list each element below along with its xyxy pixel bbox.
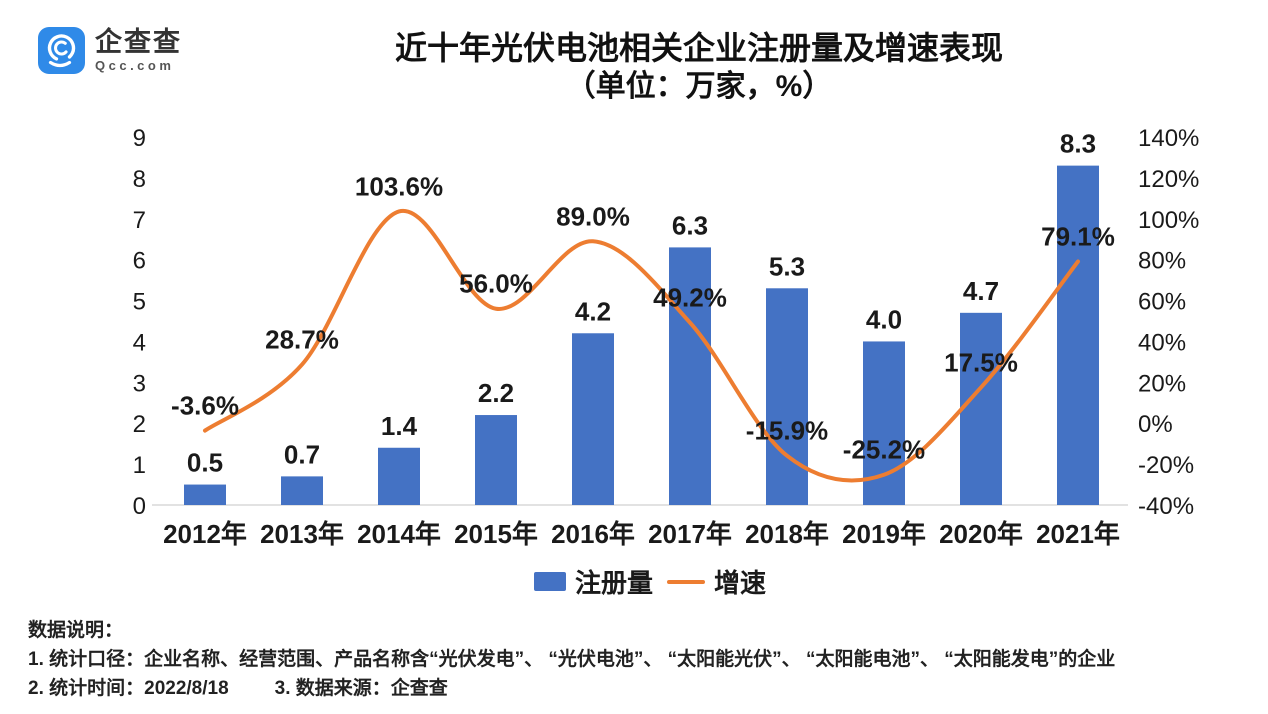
right-axis-tick: 40% <box>1138 329 1186 356</box>
growth-value-label: 49.2% <box>653 283 727 313</box>
bar-2013年 <box>281 476 323 505</box>
right-axis-tick: 140% <box>1138 125 1199 152</box>
growth-value-label: 89.0% <box>556 201 630 231</box>
growth-value-label: -15.9% <box>746 416 828 446</box>
bar-2020年 <box>960 312 1002 505</box>
bar-value-label: 2.2 <box>478 378 514 408</box>
data-notes: 数据说明： 1. 统计口径：企业名称、经营范围、产品名称含“光伏发电”、 “光伏… <box>28 616 1258 703</box>
notes-meta-line: 2. 统计时间：2022/8/18 3. 数据来源：企查查 <box>28 674 1258 703</box>
bar-2016年 <box>572 333 614 505</box>
legend-item-registrations: 注册量 <box>533 563 653 600</box>
bar-value-label: 6.3 <box>672 210 708 240</box>
qcc-logo-text: 企查查 Qcc.com <box>95 27 182 74</box>
chart-title-block: 近十年光伏电池相关企业注册量及增速表现 （单位：万家，%） <box>140 28 1258 106</box>
right-axis-tick: 80% <box>1138 248 1186 275</box>
growth-value-label: -3.6% <box>171 391 239 421</box>
bar-2021年 <box>1057 165 1099 505</box>
chart-title: 近十年光伏电池相关企业注册量及增速表现 <box>394 30 1003 66</box>
bar-value-label: 8.3 <box>1060 129 1096 159</box>
x-axis-label: 2016年 <box>551 519 635 549</box>
right-axis-tick: 100% <box>1138 207 1199 234</box>
bar-value-label: 0.7 <box>284 439 320 469</box>
legend-label-registrations: 注册量 <box>574 568 653 598</box>
growth-value-label: 17.5% <box>944 347 1018 377</box>
x-axis-label: 2013年 <box>260 519 344 549</box>
x-axis-label: 2020年 <box>939 519 1023 549</box>
x-axis-label: 2015年 <box>454 519 538 549</box>
left-axis-tick: 6 <box>133 248 146 275</box>
x-axis-label: 2017年 <box>648 519 732 549</box>
bar-value-label: 4.2 <box>575 296 611 326</box>
notes-scope-line: 1. 统计口径：企业名称、经营范围、产品名称含“光伏发电”、 “光伏电池”、 “… <box>28 649 1116 670</box>
x-axis-label: 2018年 <box>745 519 829 549</box>
combo-chart: 0 1 2 3 4 5 6 7 8 9 -40% -20% 0% 20% 40% 60% 80% 100% 120%… <box>133 125 1200 549</box>
bar-2017年 <box>669 247 711 505</box>
magnifier-c-icon <box>47 34 76 68</box>
growth-value-label: 103.6% <box>355 171 443 201</box>
qcc-logo: 企查查 Qcc.com <box>38 27 182 74</box>
legend-label-growth: 增速 <box>714 568 767 598</box>
x-axis-label: 2019年 <box>842 519 926 549</box>
left-axis-tick: 2 <box>133 411 146 438</box>
notes-heading: 数据说明： <box>28 620 124 641</box>
bar-value-label: 1.4 <box>381 411 418 441</box>
left-axis-tick: 4 <box>133 329 146 356</box>
bar-value-label: 4.7 <box>963 276 999 306</box>
left-axis-tick: 0 <box>133 493 146 520</box>
left-axis-tick: 1 <box>133 452 146 479</box>
line-series-swatch <box>667 579 705 584</box>
growth-value-label: 28.7% <box>265 325 339 355</box>
chart-subtitle-unit: （单位：万家，%） <box>565 70 833 103</box>
bar-value-label: 5.3 <box>769 251 805 281</box>
left-axis-tick: 3 <box>133 370 146 397</box>
x-axis-label: 2012年 <box>163 519 247 549</box>
left-axis-tick: 7 <box>133 207 146 234</box>
notes-data-source: 3. 数据来源：企查查 <box>274 678 448 699</box>
bar-series-swatch <box>533 572 566 591</box>
right-axis-tick: 60% <box>1138 289 1186 316</box>
x-axis-label: 2014年 <box>357 519 441 549</box>
growth-value-label: 79.1% <box>1041 222 1115 252</box>
bar-value-label: 0.5 <box>187 448 223 478</box>
right-axis-tick: -40% <box>1138 493 1194 520</box>
left-axis-tick: 8 <box>133 166 146 193</box>
notes-stat-date: 2. 统计时间：2022/8/18 <box>28 678 229 699</box>
left-axis-tick: 9 <box>133 125 146 152</box>
qcc-logo-icon <box>38 27 85 74</box>
right-axis-tick: 20% <box>1138 370 1186 397</box>
growth-value-label: -25.2% <box>843 435 925 465</box>
bar-2014年 <box>378 447 420 505</box>
left-axis-tick: 5 <box>133 289 146 316</box>
legend-item-growth: 增速 <box>667 563 766 600</box>
bar-2015年 <box>475 415 517 505</box>
logo-company-name: 企查查 <box>95 27 182 57</box>
growth-line <box>203 209 1080 483</box>
right-axis-tick: 120% <box>1138 166 1199 193</box>
x-axis-label: 2021年 <box>1036 519 1120 549</box>
right-axis-tick: 0% <box>1138 411 1173 438</box>
growth-value-label: 56.0% <box>459 269 533 299</box>
logo-domain: Qcc.com <box>95 58 175 73</box>
bar-2018年 <box>766 288 808 505</box>
chart-legend: 注册量 增速 <box>16 563 1268 600</box>
right-axis-tick: -20% <box>1138 452 1194 479</box>
bar-2012年 <box>184 484 226 505</box>
bar-value-label: 4.0 <box>866 304 902 334</box>
